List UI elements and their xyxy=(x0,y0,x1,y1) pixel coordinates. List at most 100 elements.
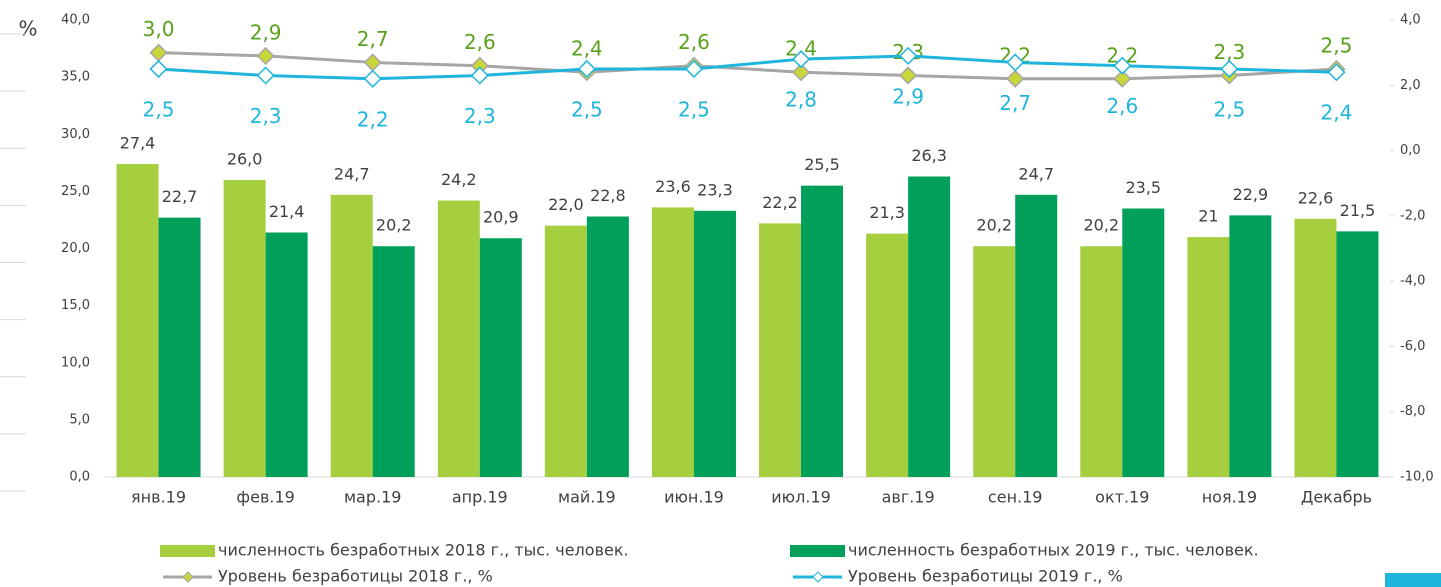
bar-label: 23,6 xyxy=(655,177,691,196)
marker xyxy=(256,66,275,85)
x-tick-label: мар.19 xyxy=(344,488,401,507)
x-tick-label: сен.19 xyxy=(988,488,1043,507)
x-tick-label: фев.19 xyxy=(236,488,294,507)
bar-label: 27,4 xyxy=(120,133,156,152)
bar xyxy=(866,233,909,477)
bar-label: 23,5 xyxy=(1125,178,1161,197)
line-label: 2,8 xyxy=(785,88,817,112)
line-label: 2,5 xyxy=(571,97,603,121)
bar-label: 22,0 xyxy=(548,195,584,214)
bar-label: 21 xyxy=(1198,207,1218,226)
bar xyxy=(693,210,736,478)
bar xyxy=(801,185,844,477)
marker xyxy=(470,66,489,85)
x-tick-label: Декабрь xyxy=(1301,488,1372,507)
bar xyxy=(1294,218,1337,478)
y-tick-label: 25,0 xyxy=(61,184,90,199)
legend-swatch xyxy=(790,545,845,557)
line-label: 2,3 xyxy=(464,104,496,128)
bar-label: 20,2 xyxy=(976,216,1012,235)
bar-label: 25,5 xyxy=(804,155,840,174)
legend-marker xyxy=(182,571,194,583)
marker xyxy=(1006,69,1025,88)
bar-label: 21,3 xyxy=(869,203,905,222)
bar-label: 20,2 xyxy=(376,216,412,235)
marker xyxy=(684,59,704,79)
bar xyxy=(1336,231,1379,477)
marker xyxy=(149,59,168,79)
y-tick-label: 35,0 xyxy=(61,70,90,85)
marker xyxy=(1113,56,1132,75)
line-label: 2,4 xyxy=(1321,101,1353,125)
y2-tick-label: -6,0 xyxy=(1400,339,1425,354)
x-tick-label: июн.19 xyxy=(664,488,724,507)
bar xyxy=(586,216,629,477)
bar-label: 26,3 xyxy=(911,146,947,165)
bar xyxy=(223,179,266,477)
bar xyxy=(479,238,522,477)
bar xyxy=(116,163,159,477)
bar-label: 22,9 xyxy=(1233,185,1269,204)
bar-label: 24,2 xyxy=(441,170,477,189)
y2-tick-label: 4,0 xyxy=(1400,13,1421,28)
y-tick-label: 30,0 xyxy=(61,127,90,142)
y2-tick-label: 2,0 xyxy=(1400,78,1421,93)
bar xyxy=(651,207,694,477)
bar xyxy=(1080,246,1123,477)
legend-swatch xyxy=(160,545,215,557)
legend-label: численность безработных 2018 г., тыс. че… xyxy=(218,541,629,560)
bar xyxy=(1122,208,1165,477)
legend-marker xyxy=(812,571,824,583)
line-label: 2,3 xyxy=(250,104,282,128)
y2-tick-label: -10,0 xyxy=(1400,470,1434,485)
line xyxy=(158,54,1337,81)
marker xyxy=(791,50,811,69)
x-tick-label: ноя.19 xyxy=(1202,488,1257,507)
bar-label: 24,7 xyxy=(334,164,370,183)
marker xyxy=(149,43,168,62)
x-tick-label: янв.19 xyxy=(131,488,186,507)
marker xyxy=(899,46,918,65)
bar xyxy=(265,232,308,477)
marker xyxy=(1327,63,1346,82)
y-tick-label: 0,0 xyxy=(69,470,90,485)
x-tick-label: июл.19 xyxy=(771,488,831,507)
marker xyxy=(899,66,918,85)
bar xyxy=(1015,194,1058,478)
bar xyxy=(372,246,415,477)
marker xyxy=(363,69,382,88)
y-tick-label: 10,0 xyxy=(61,355,90,370)
y2-tick-label: -8,0 xyxy=(1400,404,1425,419)
bar xyxy=(973,246,1016,477)
bar-label: 22,2 xyxy=(762,193,798,212)
y2-tick-label: -2,0 xyxy=(1400,208,1425,223)
bar-label: 22,6 xyxy=(1298,188,1334,207)
y-axis-label: % xyxy=(18,17,37,41)
line-label: 2,5 xyxy=(678,97,710,121)
bar-label: 24,7 xyxy=(1018,164,1054,183)
line xyxy=(158,51,1337,81)
line-label: 2,4 xyxy=(571,37,603,61)
y2-tick-label: -4,0 xyxy=(1400,274,1425,289)
x-tick-label: авг.19 xyxy=(882,488,935,507)
y-tick-label: 15,0 xyxy=(61,298,90,313)
marker xyxy=(363,53,382,72)
legend-label: Уровень безработицы 2018 г., % xyxy=(218,567,493,586)
marker xyxy=(577,59,596,79)
bar-label: 22,8 xyxy=(590,186,626,205)
bar-label: 20,2 xyxy=(1083,216,1119,235)
bar xyxy=(437,200,480,477)
bar xyxy=(158,217,201,477)
legend-label: численность безработных 2019 г., тыс. че… xyxy=(848,541,1259,560)
bar-label: 21,5 xyxy=(1340,201,1376,220)
line-label: 3,0 xyxy=(143,17,175,41)
line-label: 2,7 xyxy=(357,27,389,51)
bar xyxy=(1187,237,1230,477)
line-label: 2,9 xyxy=(892,84,924,108)
line-label: 2,5 xyxy=(1321,33,1353,57)
legend-label: Уровень безработицы 2019 г., % xyxy=(848,567,1123,586)
line-label: 2,5 xyxy=(143,97,175,121)
y-tick-label: 40,0 xyxy=(61,13,90,28)
bar xyxy=(330,194,373,478)
